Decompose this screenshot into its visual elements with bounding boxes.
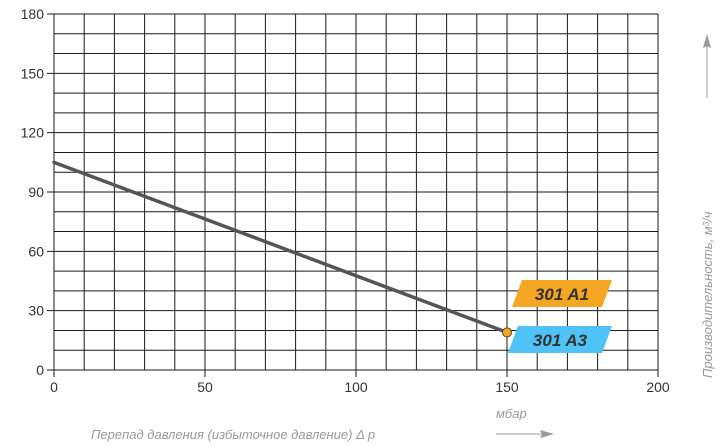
model-label-301-a3: 301 A3 — [508, 326, 612, 353]
x-axis-arrow — [496, 430, 554, 438]
series-end-marker — [502, 327, 512, 338]
x-tick-label: 50 — [197, 379, 213, 395]
y-tick-label: 90 — [28, 184, 44, 200]
x-tick-label: 200 — [646, 379, 670, 395]
y-axis-label: Производительность, м³/ч — [700, 211, 715, 378]
series-line — [52, 160, 509, 335]
y-tick-label: 0 — [36, 362, 44, 378]
label-301-a1-text: 301 A1 — [535, 285, 589, 304]
series-lines — [52, 160, 509, 335]
x-axis-unit: мбар — [496, 406, 527, 421]
y-tick-label: 180 — [21, 6, 45, 22]
series-end-point — [502, 327, 512, 338]
x-axis-ticks: 0 50 100 150 200 — [50, 379, 670, 395]
x-axis-label: Перепад давления (избыточное давление) Δ… — [91, 427, 375, 442]
x-tick-label: 100 — [344, 379, 368, 395]
y-tick-label: 60 — [28, 243, 44, 259]
y-axis-arrow — [703, 34, 711, 98]
y-tick-label: 120 — [21, 125, 45, 141]
y-tick-label: 30 — [28, 303, 44, 319]
x-tick-label: 0 — [50, 379, 58, 395]
label-301-a3-text: 301 A3 — [533, 331, 588, 350]
y-tick-label: 150 — [21, 65, 45, 81]
label-301-a3-background — [508, 326, 612, 353]
model-label-301-a1: 301 A1 — [512, 280, 612, 307]
label-301-a1-background — [512, 280, 612, 307]
y-axis-ticks: 0 30 60 90 120 150 180 — [21, 6, 45, 378]
x-tick-label: 150 — [495, 379, 519, 395]
